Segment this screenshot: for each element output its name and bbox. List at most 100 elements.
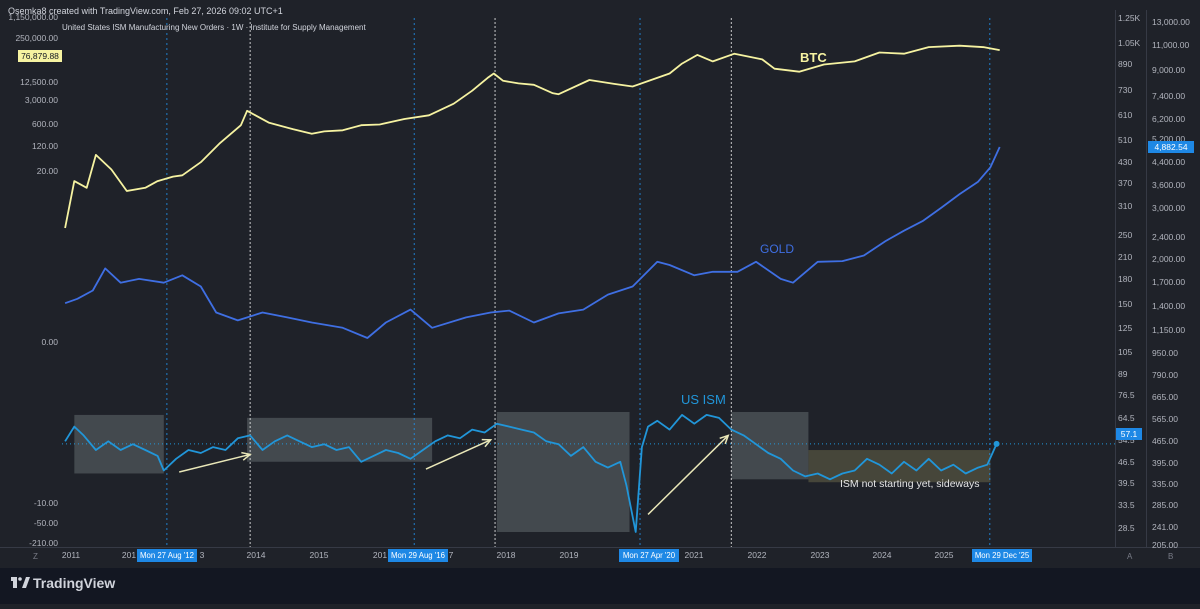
right-axis-label: 6,200.00 <box>1152 114 1185 124</box>
left-axis-label: 3,000.00 <box>25 95 58 105</box>
left-axis-label: 20.00 <box>37 166 59 176</box>
mid-axis-label: 105 <box>1118 347 1132 357</box>
right-axis-tag-bg <box>1148 141 1194 153</box>
x-highlight-tag: Mon 29 Aug '16 <box>391 551 445 560</box>
annotation-gold: GOLD <box>760 242 794 256</box>
mid-axis-label: 150 <box>1118 299 1132 309</box>
mid-axis-label: 46.5 <box>1118 457 1135 467</box>
annotation-btc: BTC <box>800 50 827 65</box>
right-axis-label: 2,000.00 <box>1152 254 1185 264</box>
mid-axis-label: 210 <box>1118 252 1132 262</box>
right-axis-label: 565.00 <box>1152 414 1178 424</box>
mid-axis-tag: 57.1 <box>1121 429 1138 439</box>
x-highlight-tag-bg <box>619 549 679 562</box>
brand-name[interactable]: TradingView <box>33 575 115 591</box>
left-axis-label: 12,500.00 <box>20 77 58 87</box>
mid-axis-label: 89 <box>1118 369 1128 379</box>
mid-axis-label: 64.5 <box>1118 413 1135 423</box>
left-axis-label: -210.00 <box>29 538 58 548</box>
mid-axis-label: 33.5 <box>1118 500 1135 510</box>
left-axis-label: 0.00 <box>41 337 58 347</box>
mid-axis-label: 1.25K <box>1118 13 1141 23</box>
x-tick-label: 2019 <box>560 550 579 560</box>
arrow-head-0 <box>241 451 252 461</box>
x-tick-label-partial: 201 <box>122 550 136 560</box>
right-axis-label: 335.00 <box>1152 479 1178 489</box>
mid-axis-label: 730 <box>1118 85 1132 95</box>
x-highlight-tag-bg <box>388 549 448 562</box>
left-axis-tag-bg <box>18 50 62 62</box>
x-highlight-tag: Mon 27 Apr '20 <box>623 551 676 560</box>
arrow-head-2 <box>719 434 730 445</box>
axis-divider-bottom <box>0 547 1200 548</box>
corner-label-z: Z <box>33 552 38 561</box>
x-tick-label-partial: 3 <box>200 550 205 560</box>
x-tick-label: 2014 <box>247 550 266 560</box>
mid-axis-label: 890 <box>1118 59 1132 69</box>
arrow-line-2 <box>647 434 729 515</box>
shaded-period-0 <box>74 414 164 474</box>
mid-axis-label: 76.5 <box>1118 390 1135 400</box>
left-axis-label: -10.00 <box>34 498 58 508</box>
attribution-text: Osemka8 created with TradingView.com, Fe… <box>8 6 283 16</box>
annotation-us-ism: US ISM <box>681 392 726 407</box>
shaded-period-2 <box>496 412 630 532</box>
right-axis-label: 9,000.00 <box>1152 65 1185 75</box>
right-axis-label: 241.00 <box>1152 522 1178 532</box>
mid-axis-label: 370 <box>1118 178 1132 188</box>
right-axis-label: 285.00 <box>1152 500 1178 510</box>
right-axis-label: 1,150.00 <box>1152 325 1185 335</box>
arrow-head-1 <box>481 438 493 448</box>
mid-axis-label: 430 <box>1118 157 1132 167</box>
x-tick-label-partial: 201 <box>373 550 387 560</box>
x-tick-label: 2025 <box>935 550 954 560</box>
mid-axis-label: 610 <box>1118 110 1132 120</box>
right-axis-label: 13,000.00 <box>1152 17 1190 27</box>
mid-axis-label: 180 <box>1118 274 1132 284</box>
right-axis-label: 3,000.00 <box>1152 203 1185 213</box>
left-axis-label: 1,150,000.00 <box>8 12 58 22</box>
x-highlight-tag: Mon 29 Dec '25 <box>975 551 1030 560</box>
btc-series-line <box>64 44 1000 229</box>
left-axis-label: 600.00 <box>32 119 58 129</box>
right-axis-label: 2,400.00 <box>1152 232 1185 242</box>
left-axis-label: -50.00 <box>34 518 58 528</box>
right-axis-label: 7,400.00 <box>1152 91 1185 101</box>
right-axis-label: 1,700.00 <box>1152 277 1185 287</box>
left-axis-label: 250,000.00 <box>15 33 58 43</box>
right-axis-label: 465.00 <box>1152 436 1178 446</box>
x-tick-label: 2022 <box>748 550 767 560</box>
mid-axis-tag-bg <box>1116 428 1142 440</box>
symbol-title[interactable]: United States ISM Manufacturing New Orde… <box>62 23 366 32</box>
right-axis-label: 3,600.00 <box>1152 180 1185 190</box>
shaded-period-3 <box>731 412 809 480</box>
x-tick-label: 2015 <box>310 550 329 560</box>
corner-label-b: B <box>1168 552 1173 561</box>
x-tick-label: 2021 <box>685 550 704 560</box>
x-tick-label: 2023 <box>811 550 830 560</box>
axis-divider-right <box>1146 10 1147 547</box>
axes-layer: 1,150,000.00 250,000.00 12,500.00 3,000.00 6… <box>8 12 1194 562</box>
x-tick-label: 2018 <box>497 550 516 560</box>
x-highlight-tag-bg <box>137 549 197 562</box>
footer-bar <box>0 568 1200 604</box>
tradingview-logo-icon[interactable] <box>11 577 30 588</box>
right-axis-label: 205.00 <box>1152 540 1178 550</box>
annotation-ism-sideways: ISM not starting yet, sideways <box>840 478 979 490</box>
mid-axis-label: 310 <box>1118 201 1132 211</box>
right-axis-label: 790.00 <box>1152 370 1178 380</box>
right-axis-label: 395.00 <box>1152 458 1178 468</box>
series-layer <box>64 44 1001 533</box>
mid-axis-label: 39.5 <box>1118 478 1135 488</box>
mid-axis-label: 510 <box>1118 135 1132 145</box>
right-axis-label: 665.00 <box>1152 392 1178 402</box>
x-tick-label: 2024 <box>873 550 892 560</box>
right-axis-label: 950.00 <box>1152 348 1178 358</box>
right-axis-tag: 4,882.54 <box>1154 142 1187 152</box>
x-highlight-tag: Mon 27 Aug '12 <box>140 551 194 560</box>
mid-axis-label: 28.5 <box>1118 523 1135 533</box>
right-axis-label: 5,200.00 <box>1152 134 1185 144</box>
ism-last-point <box>993 440 1000 447</box>
